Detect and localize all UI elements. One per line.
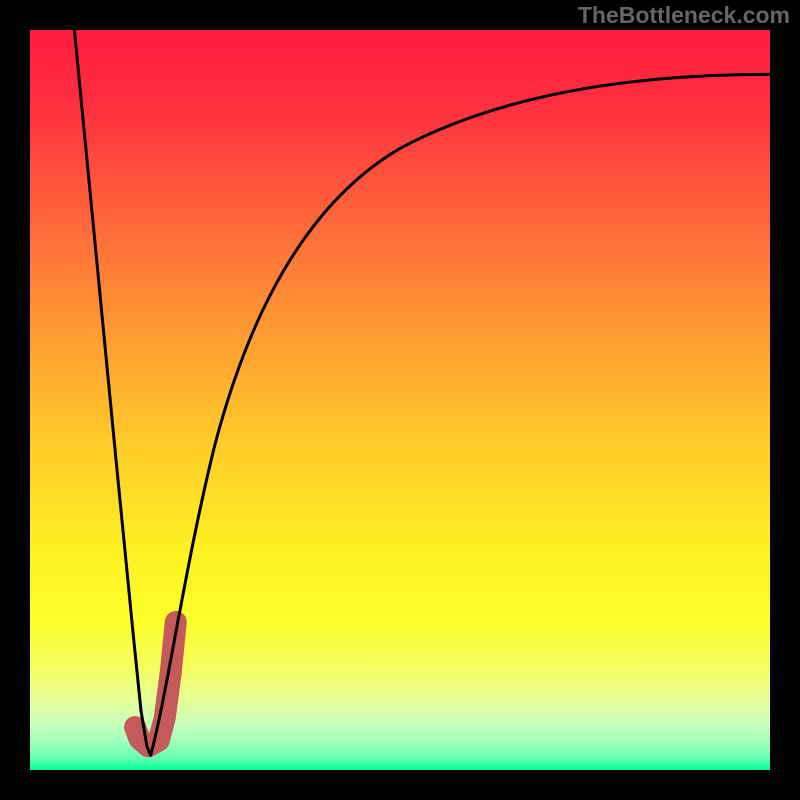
plot-area [30, 30, 770, 770]
gradient-background [30, 30, 770, 770]
watermark-text: TheBottleneck.com [578, 2, 790, 29]
chart-frame: TheBottleneck.com [0, 0, 800, 800]
chart-svg [30, 30, 770, 770]
